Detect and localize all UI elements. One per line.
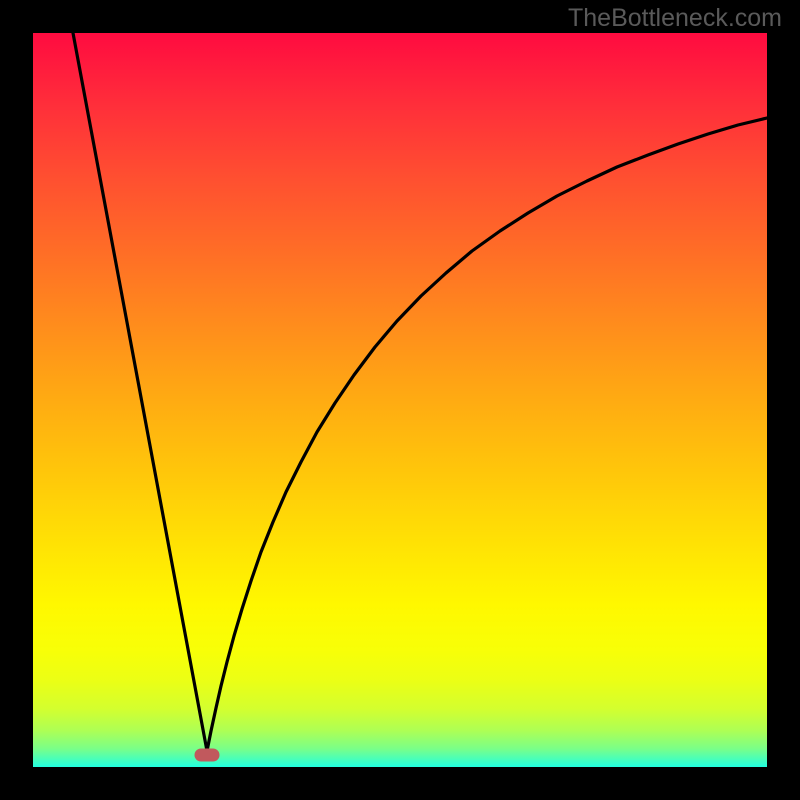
optimum-marker xyxy=(195,749,220,762)
bottleneck-curve xyxy=(33,33,767,767)
watermark-text: TheBottleneck.com xyxy=(568,4,782,33)
chart-container: TheBottleneck.com xyxy=(0,0,800,800)
curve-path xyxy=(73,33,767,751)
plot-area xyxy=(33,33,767,767)
